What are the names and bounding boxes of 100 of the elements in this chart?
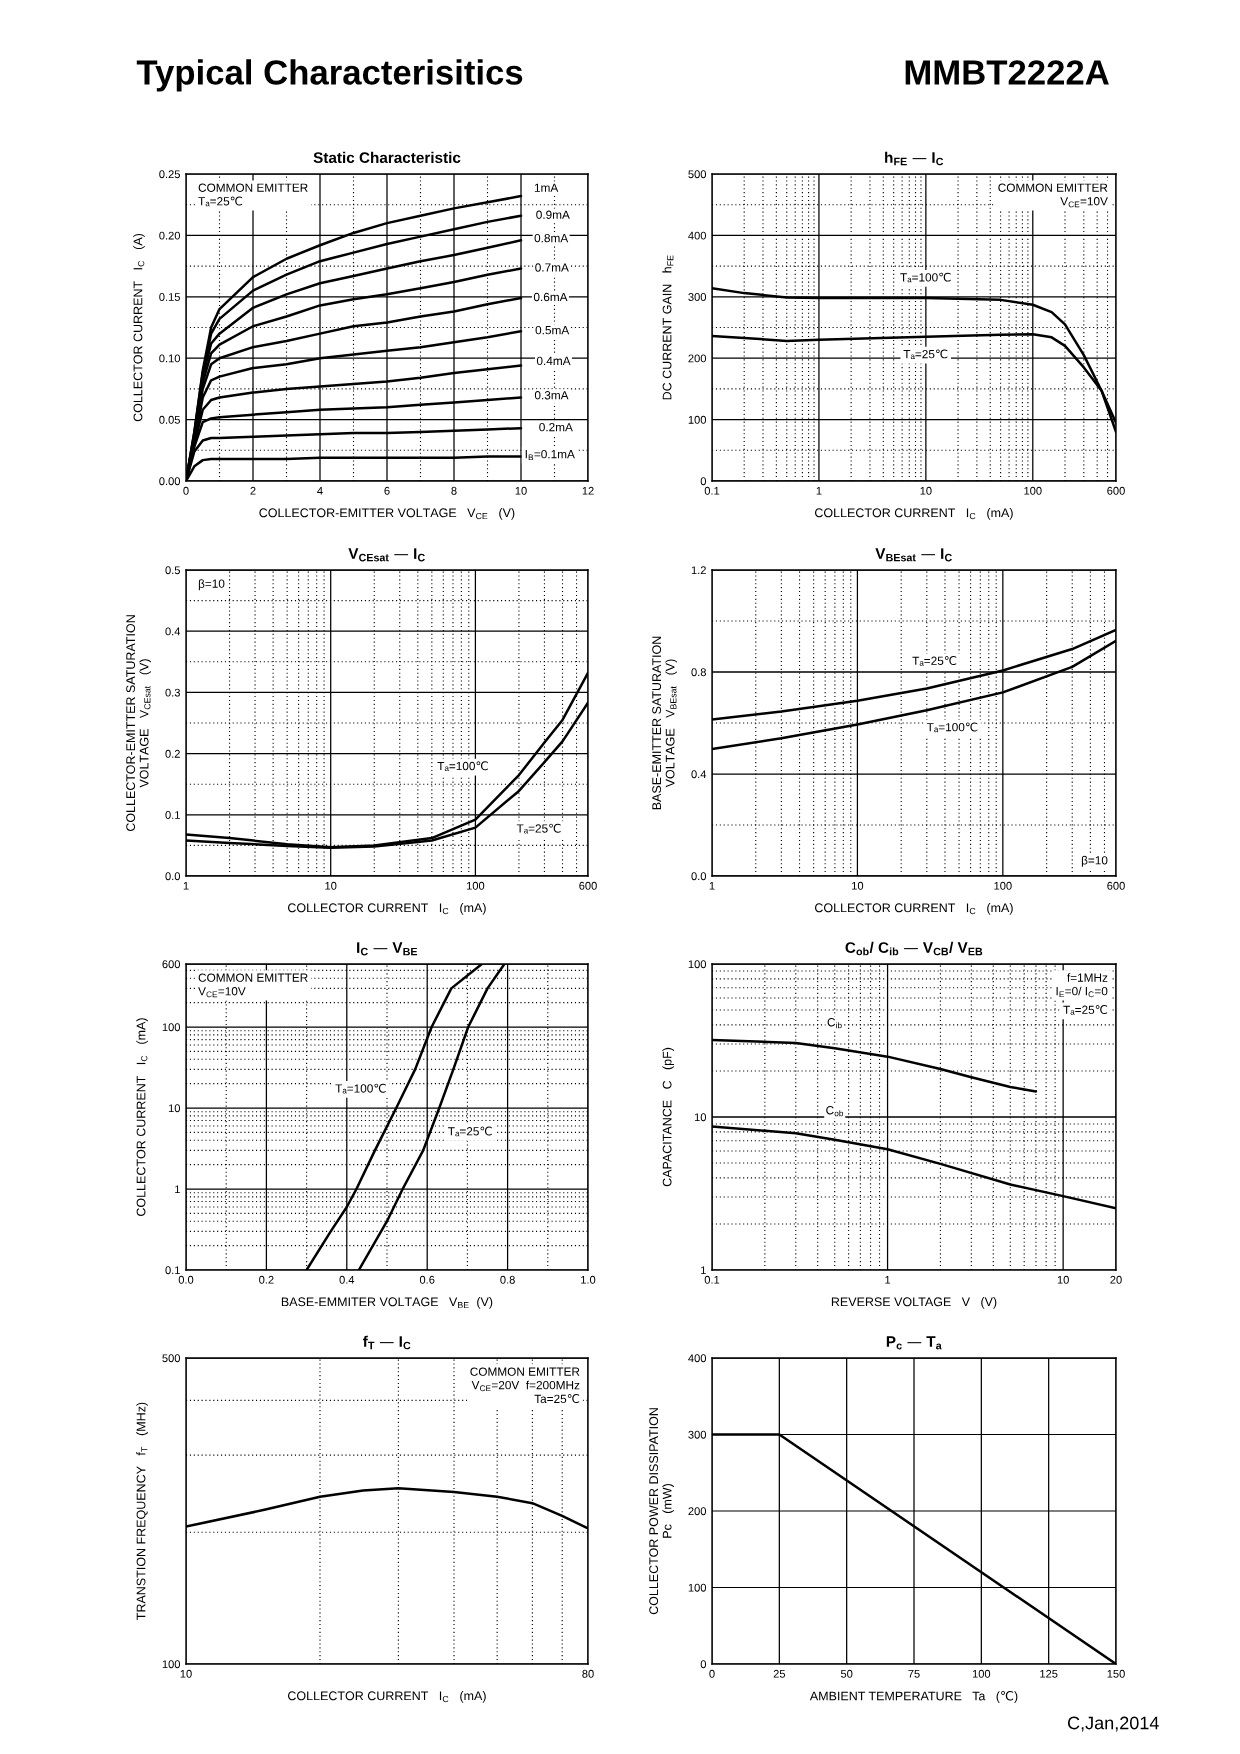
x-tick-label: 0 — [709, 1669, 715, 1678]
text: COLLECTOR CURRENT I$_{C}$ (A) — [133, 233, 145, 422]
y-tick-label: 0.0 — [165, 872, 181, 881]
y-tick-label: 600 — [162, 960, 181, 969]
x-tick-label: 2 — [250, 486, 256, 495]
annotation: COMMON EMITTER V$_{CE}$=10V — [998, 183, 1108, 208]
y-tick-label: 100 — [688, 415, 707, 424]
text: COLLECTOR CURRENT I$_{C}$ (mA) — [288, 1691, 486, 1703]
annotation: Tₐ=100℃ — [335, 1083, 386, 1094]
x-tick-label: 0 — [183, 486, 189, 495]
chart-title: V$_{BEsat}$ — I$_{C}$ — [875, 548, 952, 562]
text: COLLECTOR-EMITTER SATURATION VOLTAGE V$_{CEsat}$ (V) — [126, 615, 152, 832]
y-tick-label: 0.1 — [165, 811, 180, 819]
x-tick-label: 125 — [1040, 1669, 1058, 1678]
annotation: Tₐ=25℃ — [448, 1126, 492, 1137]
annotation: 0.2mA — [539, 423, 573, 432]
x-tick-label: 80 — [582, 1669, 594, 1678]
y-tick-label: 0 — [700, 477, 707, 486]
y-tick-label: 0.4 — [691, 770, 707, 779]
chart-title: Static Characteristic — [313, 151, 461, 164]
y-tick-label: 300 — [688, 293, 707, 301]
annotation: I$_{B}$=0.1mA — [525, 450, 575, 461]
y-tick-label: 1 — [175, 1185, 180, 1194]
x-tick-label: 0.4 — [339, 1275, 355, 1284]
y-tick-label: 0 — [700, 1660, 707, 1669]
y-tick-label: 0.25 — [159, 170, 180, 179]
y-axis-title: CAPACITANCE C (pF) — [662, 1047, 675, 1187]
annotation: Tₐ=25℃ — [1063, 1005, 1108, 1015]
x-tick-label: 1.0 — [581, 1275, 596, 1284]
x-axis-title: AMBIENT TEMPERATURE Ta (℃) — [809, 1691, 1018, 1703]
x-axis-title: BASE-EMMITER VOLTAGE V$_{BE}$ (V) — [281, 1297, 493, 1309]
annotation: COMMON EMITTER V$_{CE}$=10V — [198, 973, 308, 998]
x-tick-label: 6 — [384, 486, 390, 495]
annotation: Tₐ=100℃ — [926, 722, 978, 733]
x-tick-label: 8 — [451, 486, 457, 495]
y-tick-label: 200 — [688, 354, 707, 363]
y-tick-label: 0.1 — [165, 1266, 180, 1275]
x-tick-label: 4 — [317, 486, 323, 495]
y-axis-title: COLLECTOR POWER DISSIPATION Pc (mW) — [649, 1408, 675, 1615]
x-tick-label: 600 — [579, 881, 597, 890]
annotation: C$_{ib}$ — [827, 1018, 842, 1029]
text: COLLECTOR CURRENT I$_{C}$ (mA) — [288, 903, 486, 915]
x-axis-title: REVERSE VOLTAGE V (V) — [831, 1297, 997, 1309]
chart-title: V$_{CEsat}$ — I$_{C}$ — [348, 548, 425, 562]
annotation: 0.5mA — [535, 325, 570, 335]
text: C,Jan,2014 — [1067, 1716, 1159, 1732]
chart-title: I$_{C}$ — V$_{BE}$ — [357, 942, 418, 956]
x-tick-label: 10 — [180, 1669, 192, 1678]
annotation: 0.7mA — [535, 263, 569, 272]
y-tick-label: 1.2 — [691, 566, 706, 575]
annotation: Tₐ=100℃ — [437, 761, 488, 772]
x-tick-label: 0.8 — [500, 1275, 515, 1284]
x-tick-label: 100 — [972, 1669, 991, 1678]
x-tick-label: 600 — [1107, 881, 1125, 890]
annotation: β=10 — [198, 579, 225, 591]
chart-title: P$_{c}$ — T$_{a}$ — [886, 1336, 942, 1350]
chart-title: f$_{T}$ — I$_{C}$ — [362, 1335, 411, 1350]
annotation: 0.4mA — [536, 356, 571, 366]
y-tick-label: 100 — [688, 960, 707, 969]
y-tick-label: 0.10 — [159, 354, 181, 363]
text: BASE-EMITTER SATURATION VOLTAGE V$_{BEsat}$ (V) — [652, 636, 678, 810]
y-tick-label: 10 — [694, 1113, 707, 1122]
text: COLLECTOR-EMITTER VOLTAGE V$_{CE}$ (V) — [259, 508, 515, 520]
text: MMBT2222A — [905, 60, 1109, 85]
x-tick-label: 0.0 — [178, 1275, 194, 1284]
y-tick-label: 0.00 — [159, 477, 181, 486]
x-tick-label: 50 — [840, 1669, 853, 1678]
x-tick-label: 10 — [325, 881, 337, 890]
x-tick-label: 10 — [1057, 1275, 1069, 1284]
x-tick-label: 25 — [773, 1669, 786, 1678]
annotation: Tₐ=25℃ — [516, 823, 561, 834]
x-tick-label: 150 — [1107, 1669, 1125, 1678]
y-tick-label: 400 — [688, 231, 707, 240]
x-tick-label: 0.6 — [419, 1275, 435, 1284]
x-tick-label: 100 — [466, 881, 485, 890]
annotation: f=1MHz I$_{E}$=0/ I$_{C}$=0 — [1056, 973, 1108, 998]
x-tick-label: 75 — [908, 1669, 920, 1678]
y-axis-title: DC CURRENT GAIN h$_{FE}$ — [662, 255, 674, 400]
text: COLLECTOR CURRENT I$_{C}$ (mA) — [815, 903, 1013, 915]
x-tick-label: 1 — [709, 881, 715, 890]
y-tick-label: 100 — [162, 1660, 181, 1669]
x-tick-label: 1 — [816, 486, 822, 495]
y-tick-label: 10 — [168, 1104, 181, 1113]
x-tick-label: 1 — [885, 1275, 891, 1284]
x-tick-label: 600 — [1107, 486, 1125, 495]
y-tick-label: 0.15 — [159, 293, 180, 301]
y-tick-label: 0.8 — [691, 668, 706, 677]
text: Typical Characterisitics — [136, 59, 523, 92]
y-tick-label: 0.2 — [165, 749, 180, 758]
annotation: COMMON EMITTER Tₐ=25℃ — [198, 183, 308, 207]
y-tick-label: 200 — [688, 1507, 707, 1516]
annotation: 1mA — [534, 183, 559, 192]
x-tick-label: 20 — [1110, 1275, 1122, 1284]
annotation: β=10 — [1081, 855, 1108, 867]
annotation: Tₐ=25℃ — [903, 349, 948, 360]
annotation: 0.8mA — [534, 233, 569, 243]
chart-title: C$_{ob}$/ C$_{ib}$ — V$_{CB}$/ V$_{EB}$ — [845, 941, 983, 956]
x-tick-label: 0.2 — [259, 1275, 274, 1284]
annotation: C$_{ob}$ — [826, 1106, 844, 1117]
y-tick-label: 100 — [162, 1023, 181, 1032]
